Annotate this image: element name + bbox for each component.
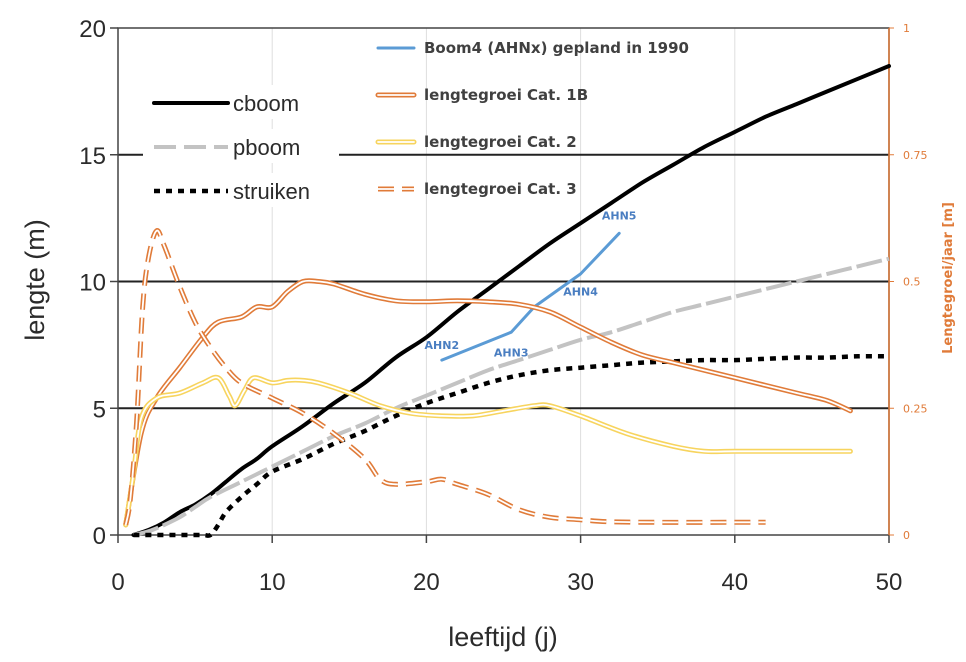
y-tick-label: 20 [79,16,106,43]
series-1 [132,256,890,537]
axes: 0 5 10 15 20 0 10 20 30 40 50 0 0.25 0.5 0.75 1 [79,16,927,596]
series-line [133,353,890,538]
legend-right-label: Boom4 (AHNx) gepland in 1990 [424,39,689,57]
series-line [132,256,890,537]
legend-left-entry: struiken [143,173,339,207]
y-axis-title: lengte (m) [20,219,50,341]
x-tick-label: 10 [259,569,286,596]
annotation-label: AHN5 [602,210,637,223]
y2-tick-label: 0.25 [903,402,928,415]
y-tick-label: 10 [79,270,106,297]
legend-right-label: lengtegroei Cat. 2 [424,133,577,151]
legend-left-label: cboom [233,91,299,116]
y-tick-label: 15 [79,143,106,170]
series-5 [123,374,853,528]
legend-left: cboom pboom struiken [143,85,339,207]
legend-right-entry: lengtegroei Cat. 3 [378,180,577,198]
legend-right-entry: lengtegroei Cat. 2 [375,133,577,151]
x-tick-label: 40 [721,569,748,596]
y2-axis-title: Lengtegroei/jaar [m] [941,202,956,354]
annotation-label: AHN3 [494,346,529,359]
legend-right-label: lengtegroei Cat. 3 [424,180,577,198]
series-0 [131,64,891,537]
legend-right-entry: Boom4 (AHNx) gepland in 1990 [376,39,689,57]
y-tick-label: 5 [93,396,106,423]
series-line-inner [124,279,852,526]
series-6 [123,228,766,526]
series-line-inner [124,376,852,526]
series-4 [123,278,853,528]
legend-left-entry: pboom [143,129,339,163]
series-line-inner [124,229,766,526]
x-tick-label: 30 [567,569,594,596]
legend-left-label: pboom [233,135,300,160]
x-tick-label: 0 [111,569,124,596]
legend-right-entry: lengtegroei Cat. 1B [375,86,588,104]
y-tick-label: 0 [93,523,106,550]
legend-left-entry: cboom [143,85,339,119]
annotations: AHN2 AHN3 AHN4 AHN5 [425,210,637,360]
series-line [131,64,891,537]
y2-tick-label: 0.5 [903,276,921,289]
x-tick-label: 50 [876,569,903,596]
legend-right-label: lengtegroei Cat. 1B [424,86,588,104]
legend-left-bg [143,173,339,207]
series-2 [133,353,890,538]
series-layer [123,64,891,538]
annotation-label: AHN4 [563,286,598,299]
y2-tick-label: 1 [903,22,910,35]
legend-right: Boom4 (AHNx) gepland in 1990 lengtegroei … [375,39,689,198]
y2-tick-label: 0 [903,529,910,542]
annotation-label: AHN2 [425,339,460,352]
legend-left-label: struiken [233,179,310,204]
x-tick-label: 20 [413,569,440,596]
y2-tick-label: 0.75 [903,149,928,162]
x-axis-title: leeftijd (j) [448,622,558,652]
